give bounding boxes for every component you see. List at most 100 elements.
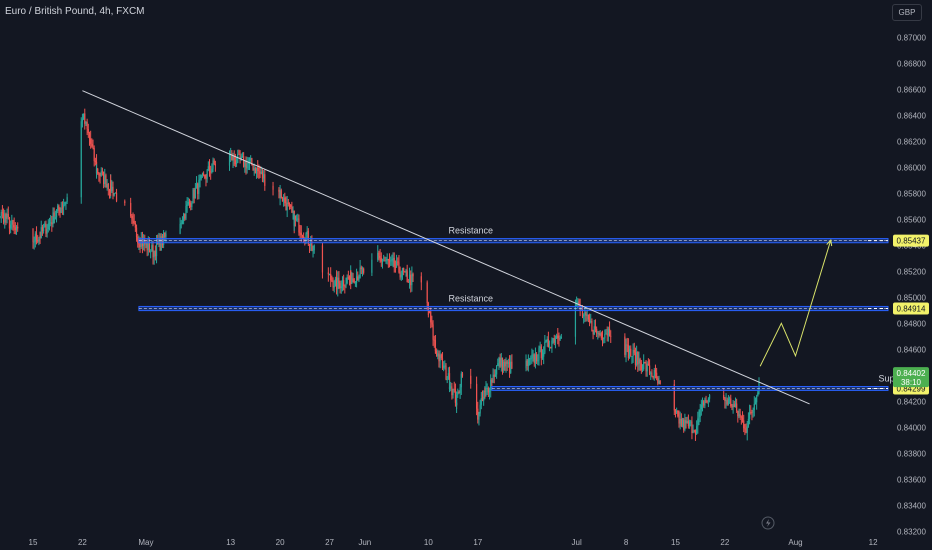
candle [540,344,542,366]
candle [705,395,707,404]
candle [197,182,199,200]
candle [531,348,533,364]
countdown-label: 38:10 [901,378,922,387]
candle [648,359,651,376]
y-tick-label: 0.83200 [897,527,926,536]
candle [251,157,253,166]
y-tick-label: 0.84600 [897,345,926,354]
candle [208,159,211,177]
candle [625,338,627,363]
candle [7,206,9,220]
candle [450,381,452,392]
trendline [82,90,810,405]
candle [736,398,738,413]
candle [405,268,407,277]
candle [680,413,682,428]
candle [150,249,152,259]
candle [699,403,701,423]
candle [490,374,492,398]
candle [704,397,706,409]
candle [91,138,93,148]
candle [483,390,485,406]
candle [576,296,578,307]
candle [313,244,315,254]
candle [638,351,640,371]
candle [681,417,684,428]
candle [650,371,652,380]
candle [679,411,681,430]
candle [743,414,745,433]
candle [93,145,95,167]
candle [647,358,649,366]
lightning-icon[interactable] [761,516,775,530]
candle [371,253,373,276]
candle [238,149,240,155]
candle [481,390,484,402]
candle [461,371,464,378]
candle [14,222,16,235]
candle [631,356,633,364]
candle [646,361,648,377]
candle [384,256,386,262]
x-tick-label: 13 [226,538,235,547]
candle [697,411,699,434]
x-tick-label: 22 [720,538,729,547]
candle [361,266,364,277]
candle [55,209,58,223]
candle [347,270,349,280]
x-tick-label: 17 [473,538,482,547]
candle [248,157,251,171]
candle [738,408,740,419]
candle [350,270,352,290]
candle [553,334,555,346]
candle [301,234,304,239]
currency-selector[interactable]: GBP [892,4,922,21]
candle [82,113,85,121]
candle [344,284,346,294]
candle [480,391,482,410]
candle [691,416,693,440]
candle [460,371,462,395]
candle [554,335,557,349]
candle [459,383,461,399]
candle [452,388,454,399]
candle [54,210,56,220]
candle [630,345,632,357]
candle [634,347,637,370]
price-tag [893,302,929,315]
candle [539,341,541,353]
candle [437,349,439,360]
candle [496,365,498,379]
candle [61,201,64,215]
candle [537,354,539,366]
candle [579,298,581,317]
candle [65,201,67,210]
candle [38,236,40,246]
x-tick-label: Jul [572,538,582,547]
candle [186,197,188,213]
candle [201,172,204,178]
candle [591,318,593,332]
candle [80,117,82,204]
candle [528,357,531,366]
candle [210,165,212,180]
candle [52,207,54,228]
x-axis: 15 22 May 13 20 27 Jun 10 17 Jul 8 15 22 Aug 12 [29,538,879,547]
candle [401,267,404,280]
candle [654,364,657,379]
candle [343,274,345,291]
candle [86,118,88,136]
candle [601,330,604,347]
candle [363,267,365,275]
candle [458,390,460,394]
candle [333,280,335,293]
x-tick-label: 12 [869,538,878,547]
candle [235,157,238,167]
candle [406,272,408,283]
candle [485,381,487,397]
candle [377,245,379,262]
candle [677,410,679,418]
candle [211,163,213,174]
candle [135,224,138,242]
candle [557,327,559,345]
